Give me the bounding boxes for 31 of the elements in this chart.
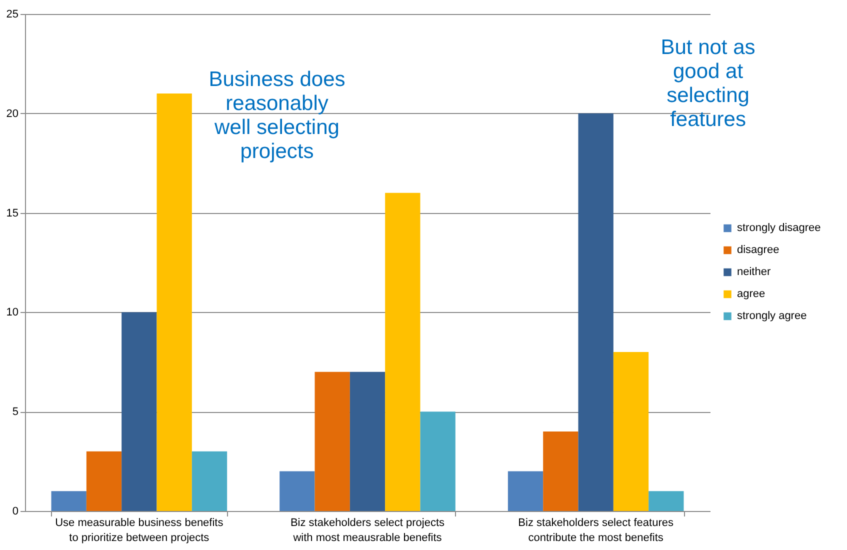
y-tick-label: 20 bbox=[6, 108, 18, 120]
legend-label: neither bbox=[737, 266, 771, 278]
bar bbox=[51, 491, 86, 511]
bar bbox=[543, 431, 578, 511]
bar bbox=[385, 192, 420, 511]
bar bbox=[280, 471, 315, 511]
legend-label: strongly disagree bbox=[737, 222, 821, 234]
legend-label: agree bbox=[737, 288, 766, 300]
x-tick-label: Biz stakeholders select features contribute the most benefits bbox=[518, 517, 674, 544]
x-tick-label: Use measurable business benefits to prioritize between projects bbox=[55, 517, 224, 544]
y-tick-label: 0 bbox=[12, 506, 18, 518]
bar bbox=[508, 471, 544, 511]
annotation: But not as good at selecting features bbox=[660, 36, 756, 131]
legend-label: strongly agree bbox=[737, 310, 807, 322]
annotation: Business does reasonably well selecting projects bbox=[208, 68, 346, 163]
bar bbox=[613, 352, 649, 511]
y-tick-label: 25 bbox=[6, 8, 18, 20]
x-tick-label: Biz stakeholders select projects with most meausrable benefits bbox=[290, 517, 446, 544]
bar bbox=[578, 113, 614, 511]
bar bbox=[350, 372, 386, 511]
y-tick-label: 15 bbox=[6, 207, 18, 220]
bar bbox=[122, 312, 157, 511]
y-tick-label: 10 bbox=[6, 306, 18, 319]
bar bbox=[86, 451, 122, 511]
bar bbox=[192, 451, 228, 511]
y-tick-label: 5 bbox=[12, 406, 18, 418]
bar bbox=[420, 412, 456, 511]
bar bbox=[648, 491, 684, 511]
bar bbox=[314, 372, 350, 511]
legend-label: disagree bbox=[737, 244, 780, 256]
bar bbox=[156, 94, 192, 511]
